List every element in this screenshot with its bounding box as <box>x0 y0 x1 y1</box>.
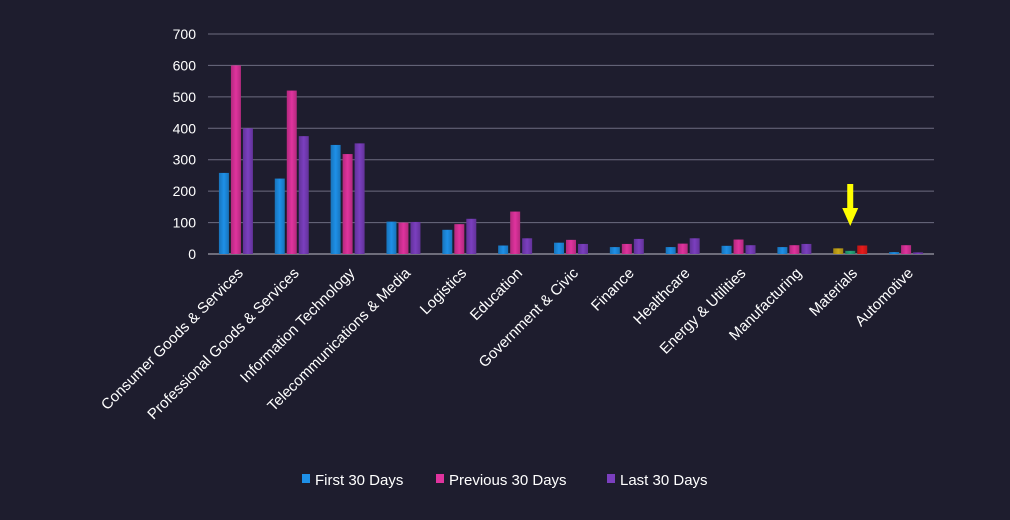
bar <box>554 242 564 254</box>
x-tick-label: Finance <box>588 265 638 315</box>
bar <box>330 144 341 254</box>
legend-swatch <box>607 474 615 483</box>
bar <box>298 136 309 254</box>
gridlines <box>208 33 934 255</box>
legend-label: Previous 30 Days <box>449 472 567 489</box>
bar <box>274 178 285 254</box>
bar <box>665 247 676 254</box>
down-arrow-icon-shaft <box>847 184 854 210</box>
bar <box>801 243 812 254</box>
y-tick-label: 0 <box>188 246 196 262</box>
bar <box>721 245 732 254</box>
bar <box>242 128 253 254</box>
x-tick-label: Logistics <box>417 265 470 318</box>
bar <box>745 245 756 254</box>
y-tick-label: 100 <box>173 215 197 231</box>
x-tick-label: Materials <box>806 265 861 320</box>
bar <box>566 239 576 254</box>
bar <box>621 243 632 254</box>
y-axis-ticks: 0 100 200 300 400 500 600 700 <box>173 26 197 262</box>
bar <box>789 245 800 254</box>
bar <box>442 229 453 254</box>
legend-label: First 30 Days <box>315 472 403 489</box>
bar <box>354 143 365 254</box>
bars <box>218 65 924 254</box>
y-tick-label: 500 <box>173 89 197 105</box>
bar <box>410 221 421 254</box>
bar <box>510 211 521 254</box>
bar <box>677 243 688 254</box>
bar <box>777 247 788 254</box>
legend-label: Last 30 Days <box>620 472 708 489</box>
x-tick-label: Education <box>467 265 526 324</box>
bar <box>857 245 868 254</box>
y-tick-label: 400 <box>173 120 197 136</box>
legend-swatch <box>302 474 310 483</box>
bar <box>833 248 844 254</box>
bar <box>901 245 912 254</box>
y-tick-label: 200 <box>173 183 197 199</box>
bar <box>609 247 620 254</box>
down-arrow-icon <box>842 208 859 226</box>
legend-swatch <box>436 474 444 483</box>
bar <box>689 238 700 254</box>
bar <box>398 222 409 254</box>
bar <box>733 239 744 254</box>
x-tick-label: Government & Civic <box>475 264 582 371</box>
bar <box>466 218 477 254</box>
bar <box>845 250 856 254</box>
bar <box>498 245 509 254</box>
bar <box>218 172 229 254</box>
y-tick-label: 600 <box>173 57 197 73</box>
bar <box>230 65 241 254</box>
bar <box>578 243 588 254</box>
bar <box>342 154 353 254</box>
bar <box>522 238 533 254</box>
legend: First 30 Days Previous 30 Days Last 30 Day… <box>302 472 708 489</box>
y-tick-label: 700 <box>173 26 197 42</box>
bar <box>633 238 644 254</box>
y-tick-label: 300 <box>173 152 197 168</box>
bar <box>386 221 397 254</box>
bar <box>913 252 924 254</box>
bar <box>454 224 465 254</box>
bar <box>286 90 297 254</box>
bar <box>889 252 900 254</box>
x-tick-label: Automotive <box>852 265 917 330</box>
annotations <box>842 184 859 226</box>
